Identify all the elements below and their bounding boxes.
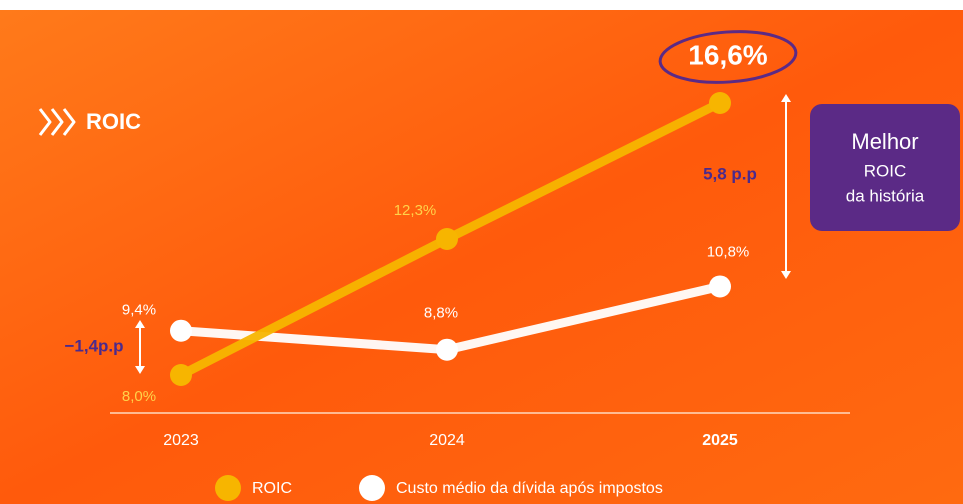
data-point	[709, 275, 731, 298]
data-label: 10,8%	[707, 243, 750, 260]
annotation: 5,8 p.p	[703, 164, 757, 183]
data-point	[436, 338, 458, 361]
data-point	[709, 92, 731, 114]
chart-title: ROIC	[86, 109, 141, 134]
data-point	[170, 319, 192, 342]
legend-label: Custo médio da dívida após impostos	[396, 480, 663, 497]
legend-label: ROIC	[252, 480, 292, 497]
x-tick-label: 2024	[429, 432, 465, 449]
data-label: 8,8%	[424, 305, 458, 322]
annotation: −1,4p.p	[64, 336, 123, 355]
x-tick-label: 2023	[163, 432, 199, 449]
data-label: 9,4%	[122, 302, 156, 319]
legend-marker	[359, 475, 385, 501]
title-icon	[38, 108, 76, 136]
annotation-arrow	[135, 94, 791, 374]
callout-box	[810, 104, 960, 231]
background	[0, 10, 963, 504]
data-point	[436, 228, 458, 250]
data-label: 12,3%	[394, 202, 437, 219]
callout-text: Melhor	[851, 129, 918, 154]
data-point	[170, 364, 192, 386]
callout-text: ROIC	[864, 161, 907, 180]
x-tick-label: 2025	[702, 432, 738, 449]
callout-text: da história	[846, 186, 925, 205]
data-label: 16,6%	[688, 39, 767, 70]
highlight-ring	[658, 30, 798, 84]
data-label: 8,0%	[122, 388, 156, 405]
legend-marker	[215, 475, 241, 501]
